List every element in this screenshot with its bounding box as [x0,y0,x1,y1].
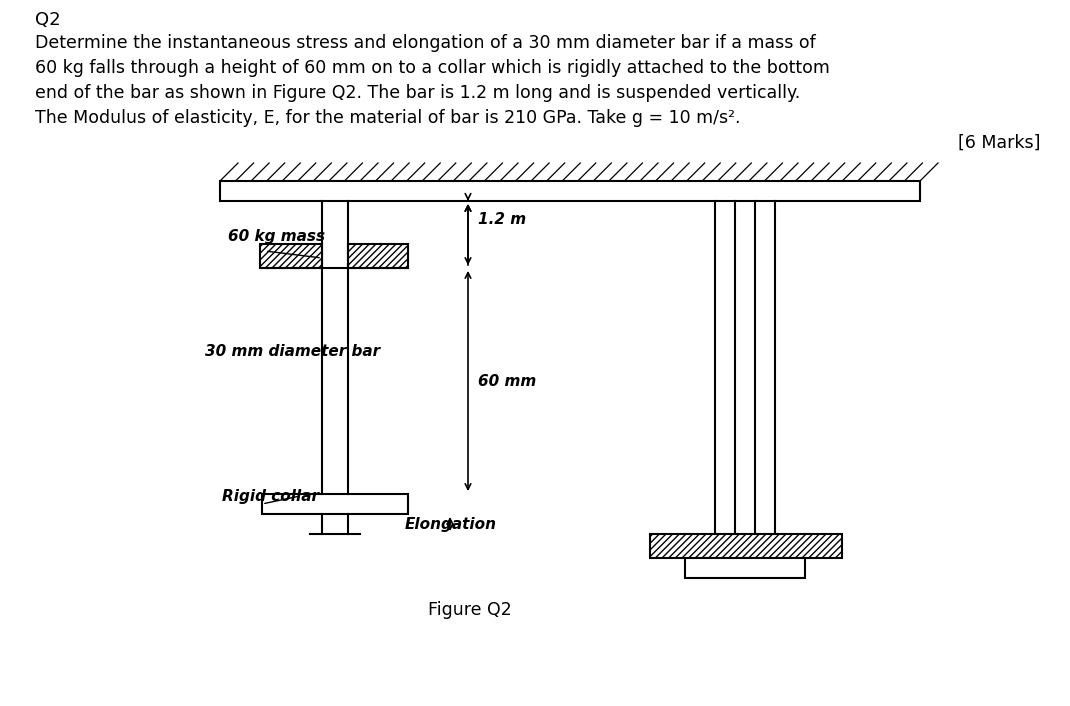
Text: Figure Q2: Figure Q2 [428,601,511,619]
Text: Q2: Q2 [35,11,61,29]
Text: Determine the instantaneous stress and elongation of a 30 mm diameter bar if a m: Determine the instantaneous stress and e… [35,34,830,127]
Text: 30 mm diameter bar: 30 mm diameter bar [205,344,380,359]
Bar [260,244,322,268]
Bar [649,534,842,558]
Text: 60 mm: 60 mm [478,373,536,388]
Text: 1.2 m: 1.2 m [478,212,526,227]
Text: 60 kg mass: 60 kg mass [228,229,325,244]
Bar [220,181,920,201]
Text: Rigid collar: Rigid collar [221,489,319,503]
Bar [262,494,408,514]
Bar [348,244,408,268]
Text: [6 Marks]: [6 Marks] [958,134,1040,152]
Bar [685,558,805,578]
Text: Elongation: Elongation [406,517,496,532]
